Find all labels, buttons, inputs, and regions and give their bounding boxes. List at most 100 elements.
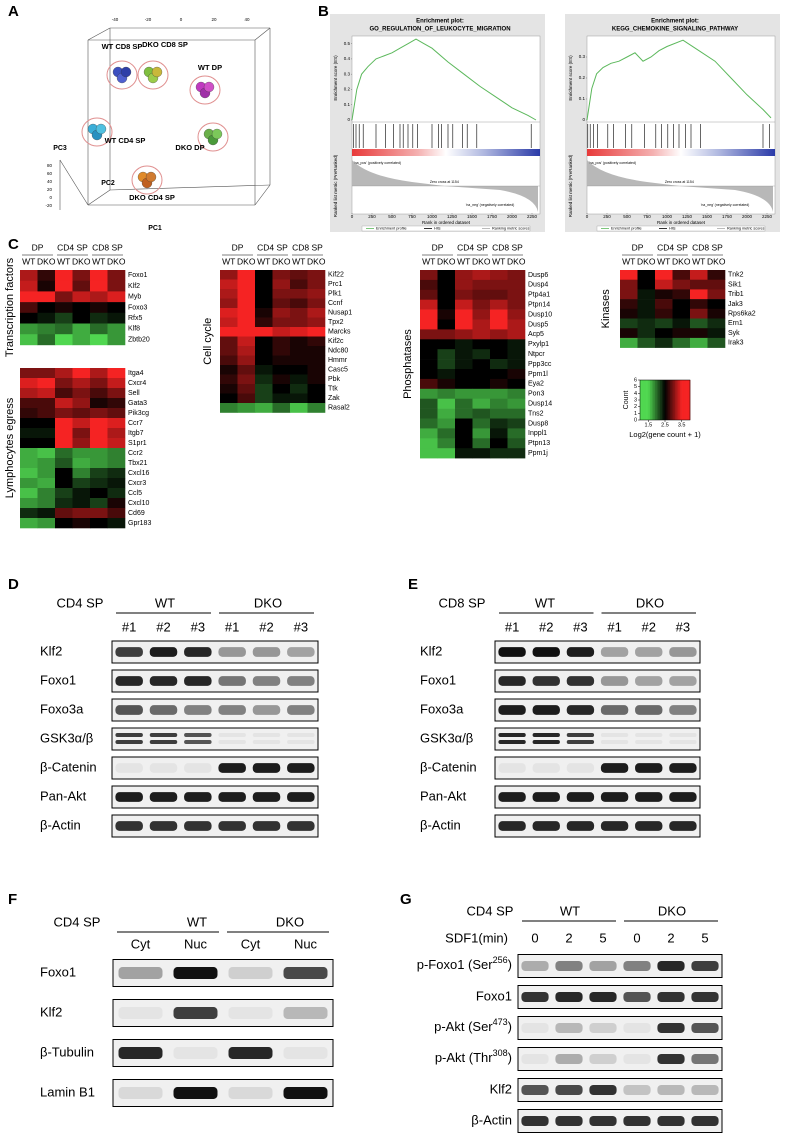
row-label-part: )	[508, 1019, 512, 1034]
heatmap-cell	[237, 317, 256, 328]
band	[287, 821, 315, 831]
x-tick-label: 2000	[507, 214, 518, 219]
band	[657, 1084, 685, 1096]
band	[635, 705, 663, 715]
pca-tick-label: 20	[47, 187, 53, 192]
heatmap-cell	[707, 328, 726, 339]
heatmap-cell	[707, 270, 726, 280]
pca-tick-label: -20	[145, 17, 152, 22]
gene-label: Tbx21	[128, 460, 148, 467]
band	[657, 960, 685, 972]
heatmap-cell	[90, 508, 108, 519]
heatmap-cell	[637, 279, 656, 290]
heatmap-cell	[637, 270, 656, 280]
panel-label: B	[318, 3, 329, 20]
heatmap-cell	[655, 318, 673, 329]
gene-label: Tnk2	[728, 272, 744, 279]
heatmap-cell	[472, 270, 491, 281]
band	[600, 740, 629, 744]
legend-tick-label: 6	[634, 377, 637, 383]
band	[252, 705, 281, 715]
gene-label: Pon3	[528, 391, 544, 398]
heatmap-cell	[490, 359, 508, 370]
band	[287, 740, 315, 744]
blot-frame	[494, 698, 701, 722]
heatmap-cell	[90, 368, 108, 379]
neg-label: 'na_neg' (negatively correlated)	[701, 203, 750, 207]
row-label: β-Catenin	[420, 759, 477, 774]
group-label: DKO	[636, 595, 664, 610]
blot-frame	[112, 999, 334, 1027]
heatmap-cell	[472, 438, 491, 449]
heatmap-cell	[420, 378, 438, 390]
heatmap-cell	[455, 378, 473, 390]
band	[149, 647, 178, 657]
colorbar-strip	[671, 380, 674, 420]
colorbar-strip	[653, 380, 656, 420]
heatmap-cell	[455, 279, 473, 291]
column-header: WT	[92, 256, 105, 266]
legend-tick-label: 2	[634, 404, 637, 410]
group-header: CD8 SP	[292, 242, 323, 252]
band	[184, 792, 212, 802]
band	[532, 647, 560, 657]
lane-label: 5	[701, 930, 708, 945]
heatmap-cell	[437, 438, 456, 449]
heatmap-cell	[507, 359, 526, 370]
heatmap-cell	[55, 468, 73, 479]
group-header: CD4 SP	[457, 242, 488, 252]
band	[532, 676, 560, 686]
column-header: DKO	[637, 256, 656, 266]
pca-axis-label: PC3	[53, 145, 67, 152]
gene-label: Rfx5	[128, 315, 143, 322]
heatmap-cell	[437, 378, 456, 390]
heatmap-cell	[490, 339, 508, 350]
heatmap-cell	[507, 279, 526, 291]
heatmap-cell	[107, 438, 126, 449]
heatmap-cell	[272, 365, 291, 375]
x-tick-label: 0	[351, 214, 354, 219]
heatmap-cell	[55, 388, 73, 399]
legend-box	[596, 225, 766, 232]
column-header: WT	[622, 256, 635, 266]
heatmap-cell	[220, 403, 238, 413]
heatmap-cell	[507, 369, 526, 380]
band	[287, 792, 315, 802]
heatmap-cell	[672, 279, 691, 290]
heatmap-cell	[107, 478, 126, 489]
heatmap-cell	[490, 299, 508, 310]
band	[566, 676, 595, 686]
x-axis-label: Rank in ordered dataset	[422, 220, 471, 225]
heatmap-cell	[72, 448, 91, 459]
legend-x-label: Log2(gene count + 1)	[629, 430, 701, 439]
heatmap-cell	[437, 428, 456, 439]
panel-label: D	[8, 576, 19, 593]
heatmap-cell	[290, 355, 308, 366]
gene-label: Cxcr3	[128, 480, 146, 487]
x-tick-label: 2250	[762, 214, 773, 219]
band	[600, 763, 629, 773]
heatmap-cell	[272, 355, 291, 366]
heatmap-cell	[37, 428, 56, 439]
gene-label: Itga4	[128, 370, 144, 377]
heatmap-cell	[220, 298, 238, 309]
heatmap-cell	[455, 319, 473, 330]
blot-frame	[517, 954, 723, 978]
row-label-part: 473	[493, 1017, 508, 1027]
heatmap-cell	[707, 318, 726, 329]
gene-label: Plk1	[328, 291, 342, 298]
band	[623, 1084, 651, 1096]
heatmap-cell	[37, 488, 56, 499]
heatmap-cell	[20, 323, 38, 335]
panel-label: G	[400, 891, 412, 908]
heatmap-cell	[307, 270, 326, 280]
row-label: Foxo1	[476, 988, 512, 1003]
row-label: Klf2	[420, 643, 442, 658]
heatmap-cell	[507, 339, 526, 350]
y-tick-label: 0.5	[344, 41, 351, 46]
heatmap-cell	[272, 308, 291, 318]
heatmap-cell	[255, 403, 273, 413]
heatmap-cell	[472, 418, 491, 429]
heatmap-cell	[220, 346, 238, 356]
blot-frame	[517, 1109, 723, 1133]
